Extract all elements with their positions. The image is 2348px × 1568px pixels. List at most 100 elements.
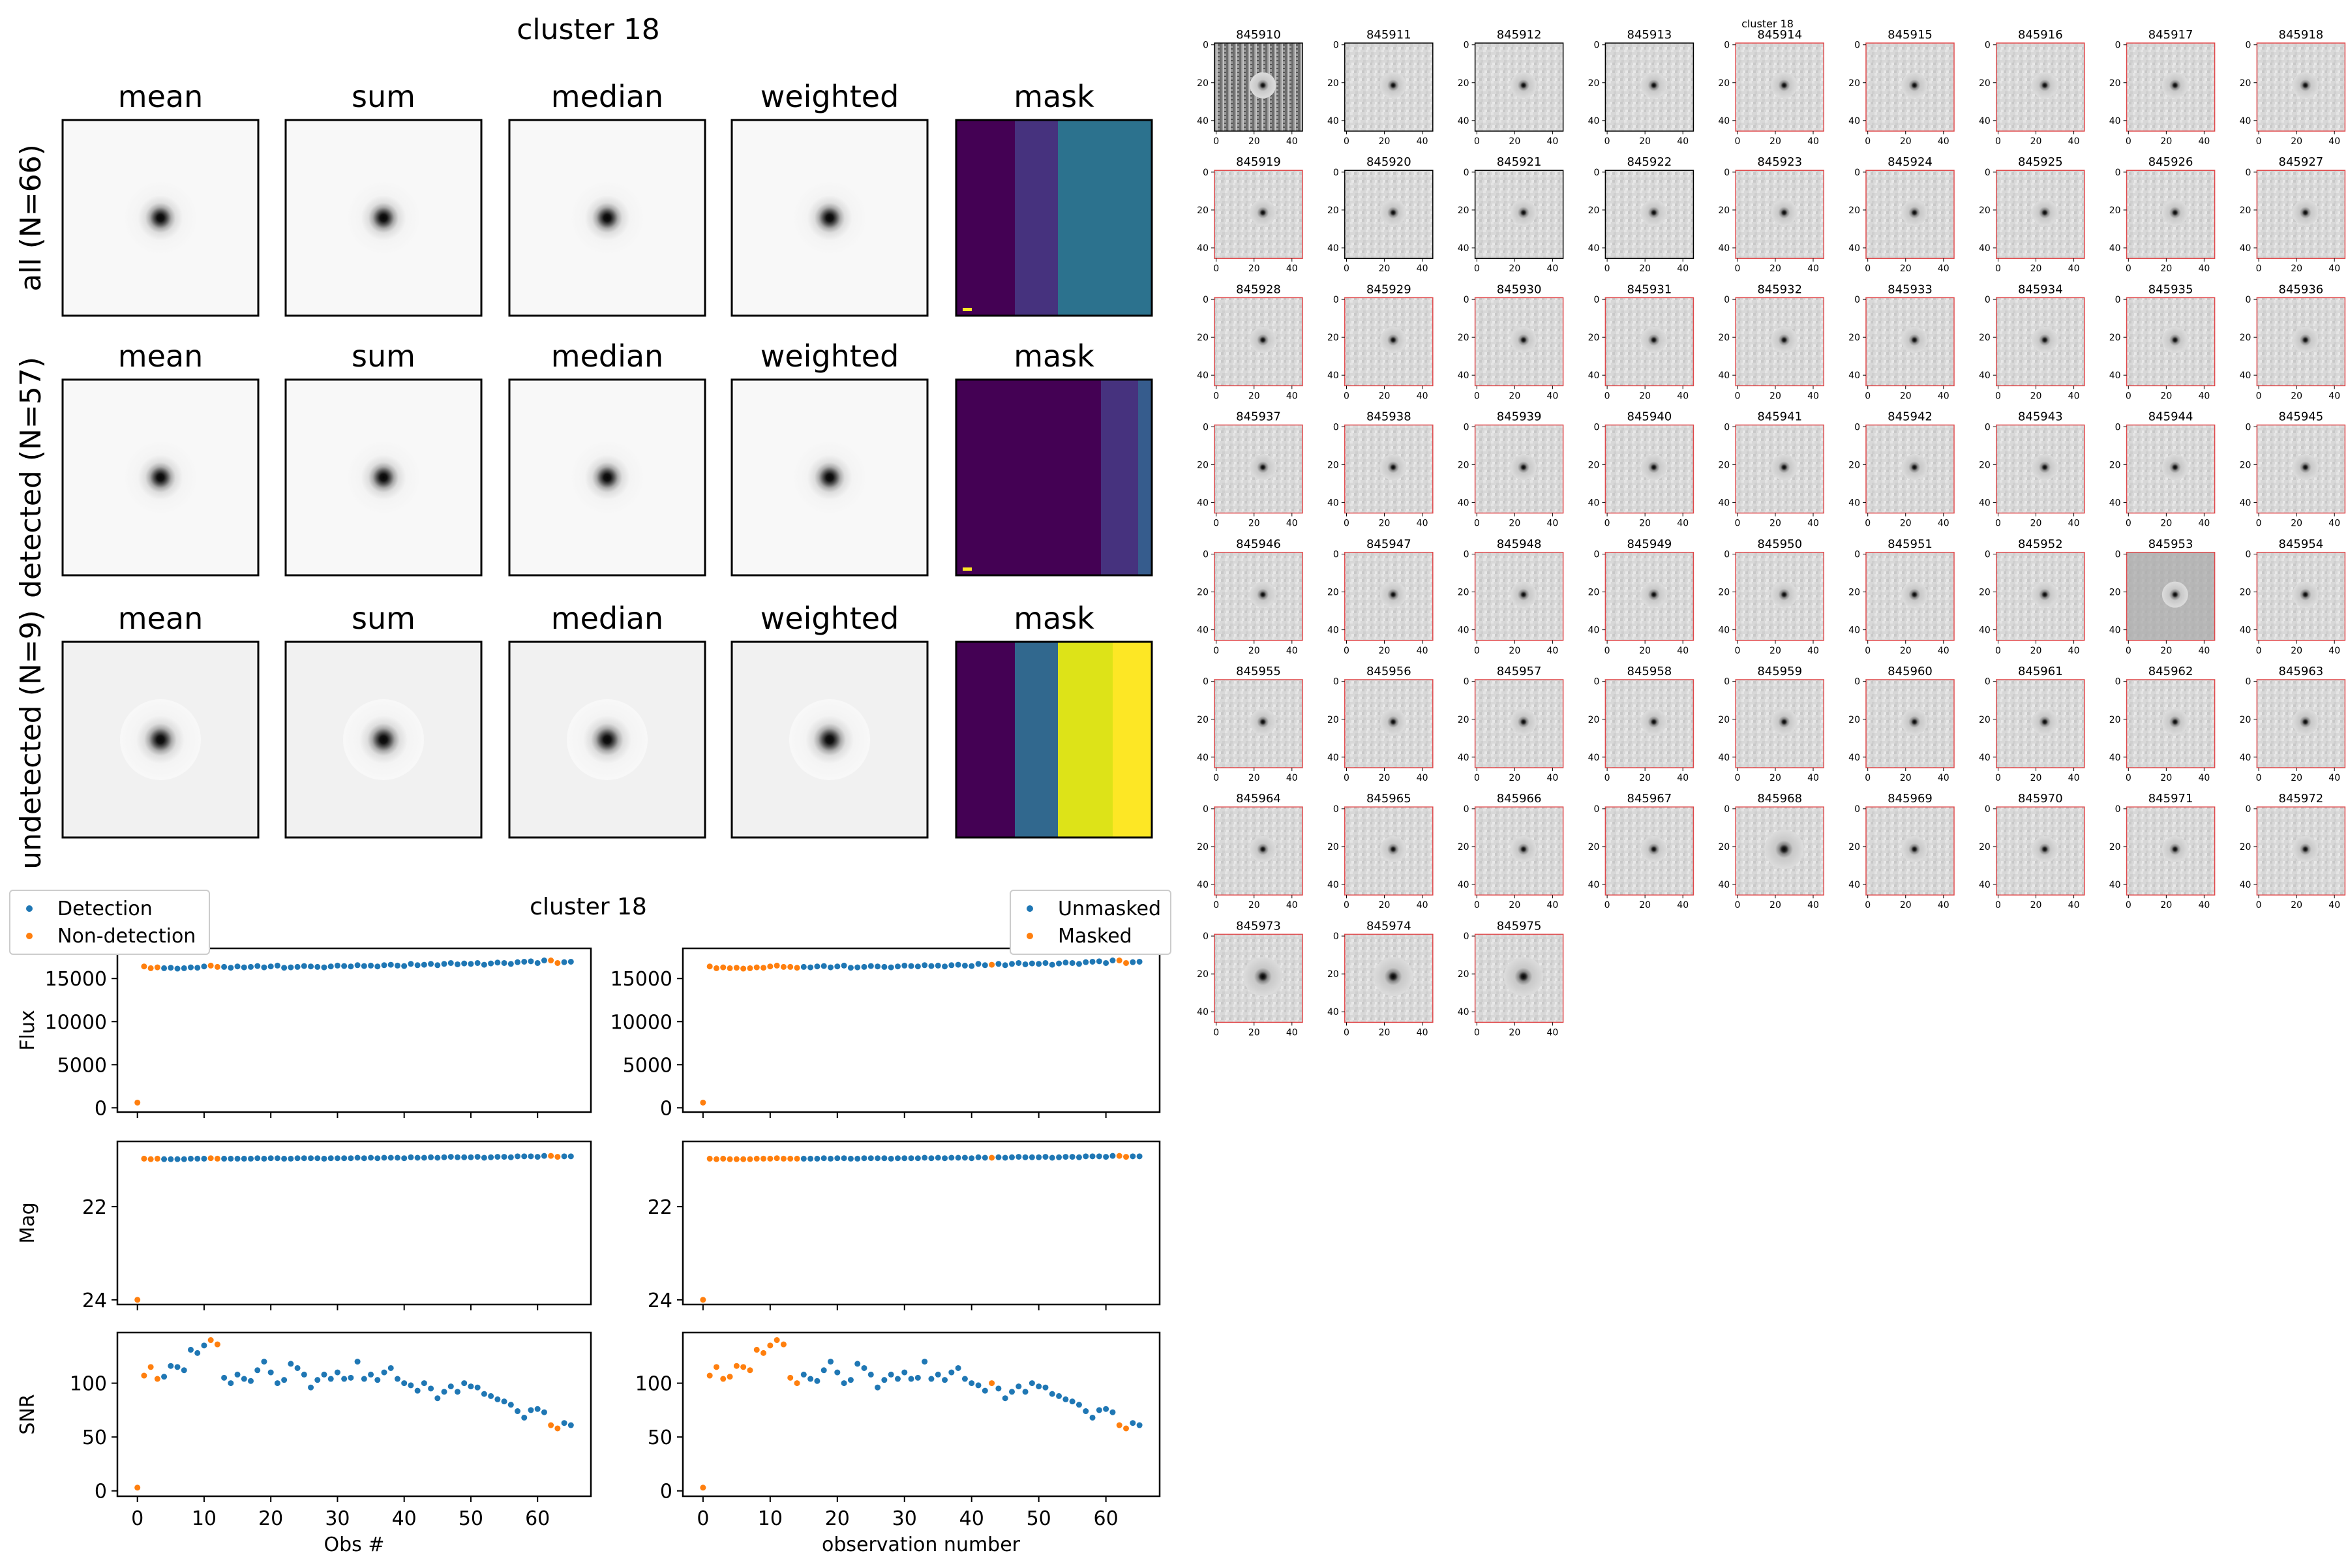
cutout-x-tick-label: 0 xyxy=(1344,1027,1349,1038)
y-tick-label: 0 xyxy=(660,1097,672,1120)
cutout-x-tick-label: 0 xyxy=(2256,773,2262,783)
data-point-blue xyxy=(534,959,541,966)
cutout-id: 845913 xyxy=(1627,28,1672,42)
cutout-x-tick-label: 0 xyxy=(1474,773,1480,783)
data-point-blue xyxy=(314,963,321,970)
data-point-blue xyxy=(800,1155,807,1162)
cutout-x-tick-label: 0 xyxy=(1213,136,1219,147)
legend-label: Unmasked xyxy=(1058,897,1162,920)
cutout-psf xyxy=(1510,72,1537,98)
source-psf xyxy=(792,440,867,515)
cutout-y-tick-label: 40 xyxy=(1588,116,1600,127)
cutout-845957: 845957 0 20 40 0 20 40 xyxy=(1458,665,1564,783)
cutout-x-tick-label: 40 xyxy=(1938,773,1949,783)
cutout-y-tick-label: 20 xyxy=(1327,842,1339,852)
cutout-845961: 845961 0 20 40 0 20 40 xyxy=(1979,665,2085,783)
data-point-blue xyxy=(381,1154,387,1161)
cutout-y-tick-label: 40 xyxy=(1327,116,1339,127)
data-point-blue xyxy=(414,1154,421,1161)
cutout-y-tick-label: 40 xyxy=(1979,243,1991,254)
cutout-x-tick-label: 20 xyxy=(1639,773,1651,783)
data-point-blue xyxy=(301,1155,307,1162)
cutout-psf xyxy=(2161,708,2188,735)
y-tick-label: 5000 xyxy=(623,1054,672,1077)
y-tick-label: 15000 xyxy=(45,968,107,991)
data-point-blue xyxy=(228,1380,234,1387)
cutout-x-tick-label: 40 xyxy=(1286,900,1298,911)
data-point-blue xyxy=(348,1155,354,1162)
cutout-x-tick-label: 20 xyxy=(2160,264,2172,274)
source-psf xyxy=(789,699,870,780)
cutout-frame xyxy=(1214,424,1303,514)
cutout-y-tick-label: 40 xyxy=(1588,498,1600,508)
cutout-id: 845931 xyxy=(1627,282,1672,296)
cutout-x-tick-label: 0 xyxy=(1344,519,1349,529)
data-point-orange xyxy=(1123,1154,1130,1160)
cutout-x-tick-label: 40 xyxy=(2198,646,2210,656)
cutout-x-tick-label: 40 xyxy=(1938,264,1949,274)
cutout-x-tick-label: 20 xyxy=(1379,1027,1391,1038)
cutout-x-tick-label: 0 xyxy=(1344,646,1349,656)
cutout-x-tick-label: 40 xyxy=(1938,136,1949,147)
data-point-blue xyxy=(1008,1389,1015,1395)
data-point-blue xyxy=(241,1376,247,1382)
cutout-x-tick-label: 20 xyxy=(2160,646,2172,656)
cutout-y-tick-label: 20 xyxy=(1979,588,1991,598)
cutout-psf xyxy=(1771,454,1798,481)
data-point-blue xyxy=(361,1155,367,1162)
cutout-x-tick-label: 0 xyxy=(1474,1027,1480,1038)
cutout-x-tick-label: 20 xyxy=(1509,646,1520,656)
cutout-x-tick-label: 0 xyxy=(1604,900,1610,911)
x-tick-label: 50 xyxy=(459,1507,483,1530)
data-point-blue xyxy=(1069,1398,1076,1405)
cutout-x-tick-label: 20 xyxy=(2291,264,2302,274)
data-point-blue xyxy=(387,1154,394,1161)
data-point-blue xyxy=(807,964,814,971)
cutout-x-tick-label: 40 xyxy=(1417,519,1428,529)
legend-label: Masked xyxy=(1058,924,1132,948)
cutout-x-tick-label: 40 xyxy=(2068,519,2080,529)
cutout-id: 845968 xyxy=(1757,792,1802,806)
data-point-orange xyxy=(207,1155,214,1162)
data-point-blue xyxy=(474,959,481,966)
cutout-x-tick-label: 20 xyxy=(1769,773,1781,783)
cutout-y-tick-label: 40 xyxy=(1848,243,1860,254)
data-point-blue xyxy=(248,1155,254,1162)
data-point-blue xyxy=(187,1346,194,1353)
axes-frame xyxy=(116,1331,592,1498)
data-point-blue xyxy=(894,1376,901,1382)
cutout-id: 845924 xyxy=(1888,155,1933,169)
cutout-x-tick-label: 20 xyxy=(1248,391,1260,401)
data-point-orange xyxy=(141,1372,147,1379)
cutout-frame xyxy=(1214,170,1303,259)
data-point-blue xyxy=(854,964,861,971)
cutout-y-tick-label: 0 xyxy=(1333,550,1339,560)
cutout-frame xyxy=(1344,933,1434,1023)
cutout-x-tick-label: 40 xyxy=(1417,264,1428,274)
cutout-x-tick-label: 40 xyxy=(2328,264,2340,274)
stack-frame xyxy=(61,378,260,577)
cutout-psf xyxy=(1901,581,1928,608)
cutout-frame xyxy=(1996,679,2085,768)
data-point-blue xyxy=(820,1367,827,1374)
data-point-blue xyxy=(461,960,468,967)
cutout-y-tick-label: 0 xyxy=(1593,40,1599,51)
cutout-y-tick-label: 40 xyxy=(2240,116,2251,127)
data-point-blue xyxy=(241,1155,247,1162)
source-psf xyxy=(346,440,421,515)
data-point-orange xyxy=(214,963,220,970)
cutout-x-tick-label: 0 xyxy=(1995,391,2001,401)
cutout-845943: 845943 0 20 40 0 20 40 xyxy=(1979,410,2085,529)
cutout-y-tick-label: 40 xyxy=(1327,880,1339,890)
y-tick-label: 0 xyxy=(660,1481,672,1503)
data-point-blue xyxy=(468,1383,474,1390)
cutout-x-tick-label: 40 xyxy=(2198,136,2210,147)
cutout-x-tick-label: 40 xyxy=(1417,391,1428,401)
cutout-y-tick-label: 40 xyxy=(1718,880,1730,890)
data-point-blue xyxy=(261,1155,267,1162)
row-label: undetected (N=9) xyxy=(14,610,48,869)
cutout-x-tick-label: 0 xyxy=(1995,773,2001,783)
data-point-blue xyxy=(354,1359,361,1365)
data-point-orange xyxy=(727,1374,733,1380)
